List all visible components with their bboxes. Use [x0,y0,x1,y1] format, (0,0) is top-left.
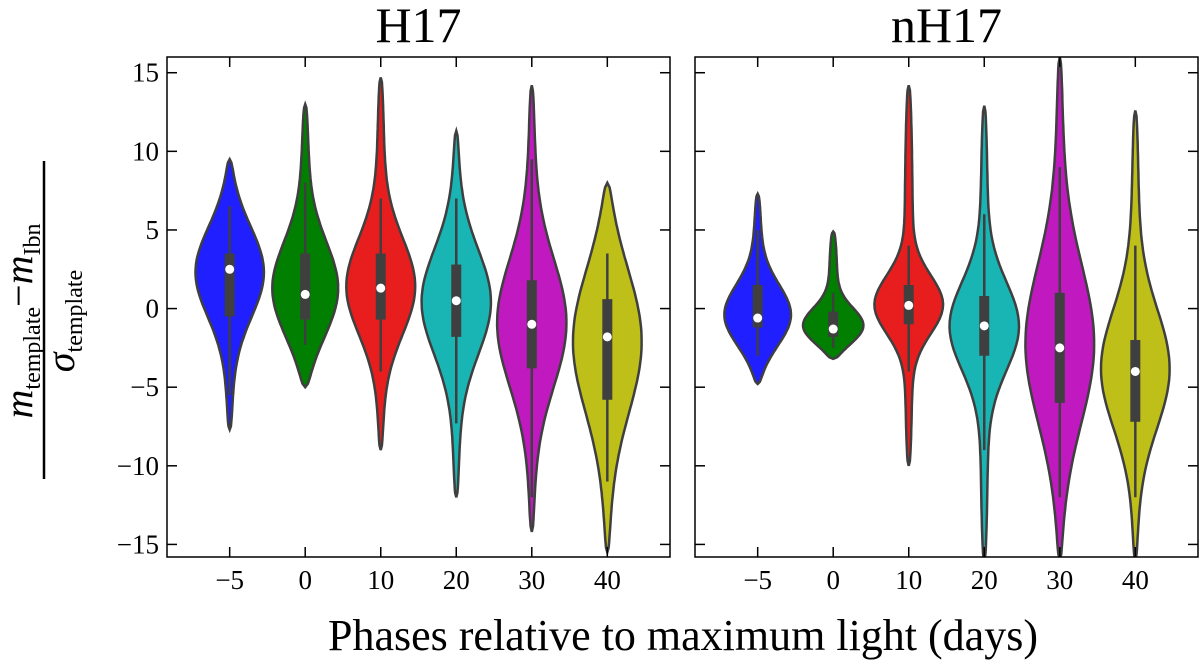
median-dot [753,313,763,323]
median-dot [1130,366,1140,376]
y-tick-label: 5 [146,215,160,245]
y-label-part: m [0,256,41,285]
y-tick-label: 15 [132,58,159,88]
x-tick-label: 40 [1122,565,1149,595]
y-label-part: template [20,307,46,390]
iqr-box [224,253,235,317]
panel-title: H17 [375,0,461,53]
iqr-box [752,284,763,328]
y-label-part: σ [38,351,83,372]
y-axis-label: mtemplate−mIbn σtemplate [0,161,88,479]
median-dot [1055,343,1065,353]
x-tick-label: 0 [298,565,312,595]
iqr-box [602,299,613,400]
x-tick-label: −5 [743,565,772,595]
median-dot [300,289,310,299]
panel-title: nH17 [891,0,1002,53]
median-dot [602,332,612,342]
x-tick-label: 0 [826,565,840,595]
x-tick-label: 10 [367,565,394,595]
y-label-numerator: mtemplate−mIbn [0,224,46,419]
median-dot [828,324,838,334]
plot-area [194,77,643,557]
iqr-box [1130,340,1141,422]
median-dot [904,300,914,310]
x-axis-label: Phases relative to maximum light (days) [328,611,1038,660]
y-label-part: − [0,284,41,307]
median-dot [451,296,461,306]
plot-area [723,57,1171,557]
median-dot [527,319,537,329]
y-label-part: Ibn [20,224,46,256]
y-tick-label: 10 [132,136,159,166]
x-tick-label: 10 [895,565,922,595]
plot-frame [166,56,671,558]
y-tick-label: −5 [130,372,159,402]
y-label-denominator: σtemplate [38,270,88,372]
y-tick-label: −10 [117,451,159,481]
x-tick-label: 40 [594,565,621,595]
x-tick-label: −5 [215,565,244,595]
y-tick-label: −15 [117,529,159,559]
y-tick-label: 0 [146,294,160,324]
iqr-box [828,311,839,337]
median-dot [225,264,235,274]
x-tick-label: 30 [518,565,545,595]
y-label-part: template [62,270,88,353]
plot-frame [694,56,1199,558]
y-label-part: m [0,390,41,419]
median-dot [979,321,989,331]
median-dot [376,283,386,293]
x-tick-label: 20 [971,565,998,595]
iqr-box [300,253,311,320]
x-tick-label: 30 [1046,565,1073,595]
x-tick-label: 20 [443,565,470,595]
